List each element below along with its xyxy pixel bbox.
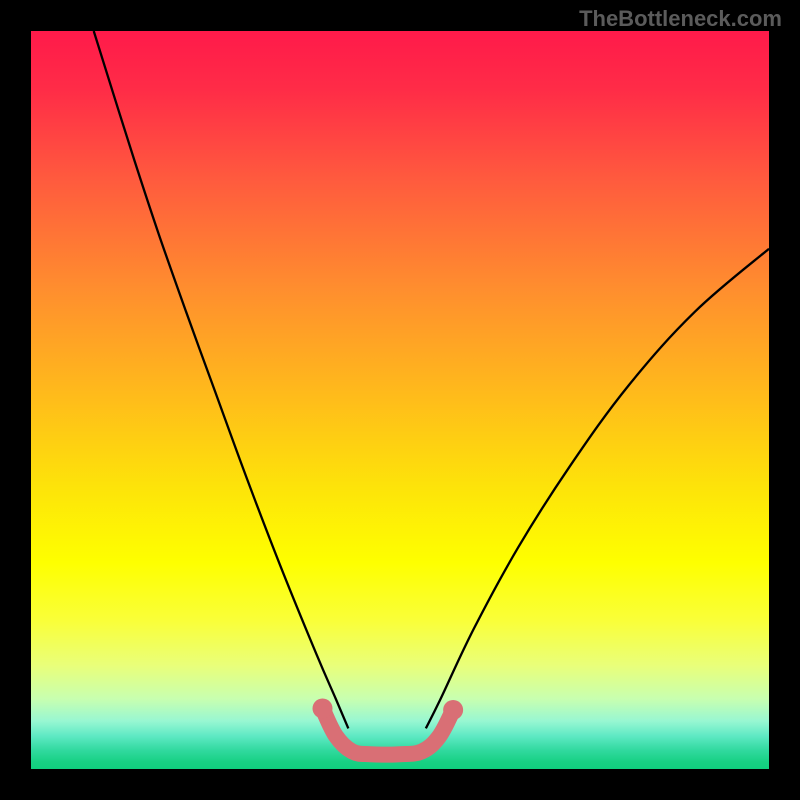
plot-area <box>31 31 769 769</box>
curve-overlay <box>31 31 769 769</box>
watermark-label: TheBottleneck.com <box>579 6 782 32</box>
